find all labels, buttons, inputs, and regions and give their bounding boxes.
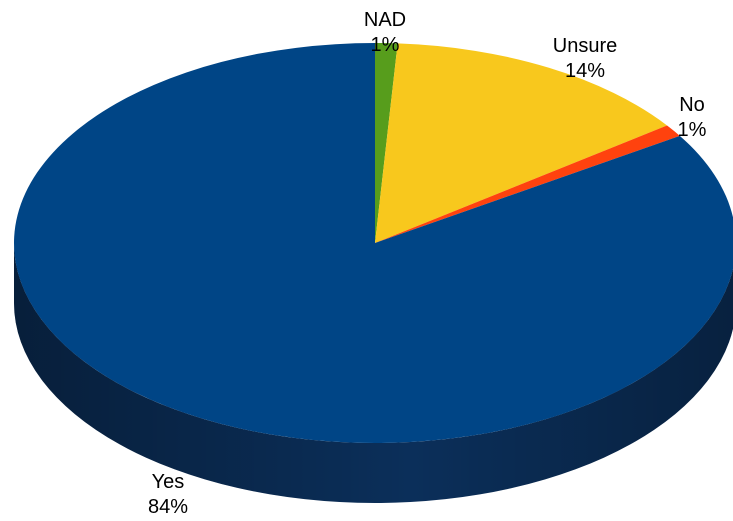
pie-label-unsure: Unsure 14% xyxy=(553,35,617,82)
pie-label-value: 1% xyxy=(371,34,400,56)
pie-label-value: 84% xyxy=(148,496,188,518)
pie-label-value: 1% xyxy=(678,119,707,141)
pie-slice-nad xyxy=(375,43,398,243)
pie-label-category: Unsure xyxy=(553,35,617,57)
pie-slice-unsure xyxy=(375,43,668,243)
pie-side-shading xyxy=(14,243,733,503)
pie-label-category: Yes xyxy=(152,471,185,493)
pie-slice-yes xyxy=(13,43,733,443)
pie-slice-no xyxy=(375,125,680,243)
pie-label-no: No 1% xyxy=(678,94,707,141)
pie-label-category: No xyxy=(679,94,705,116)
pie-labels: NAD 1% Unsure 14% No 1% Yes 84% xyxy=(148,9,707,518)
pie-label-value: 14% xyxy=(565,60,605,82)
pie-label-yes: Yes 84% xyxy=(148,471,188,518)
pie-side-walls xyxy=(14,243,733,503)
pie-slices xyxy=(13,43,733,443)
pie-label-nad: NAD 1% xyxy=(364,9,406,56)
pie-label-category: NAD xyxy=(364,9,406,31)
